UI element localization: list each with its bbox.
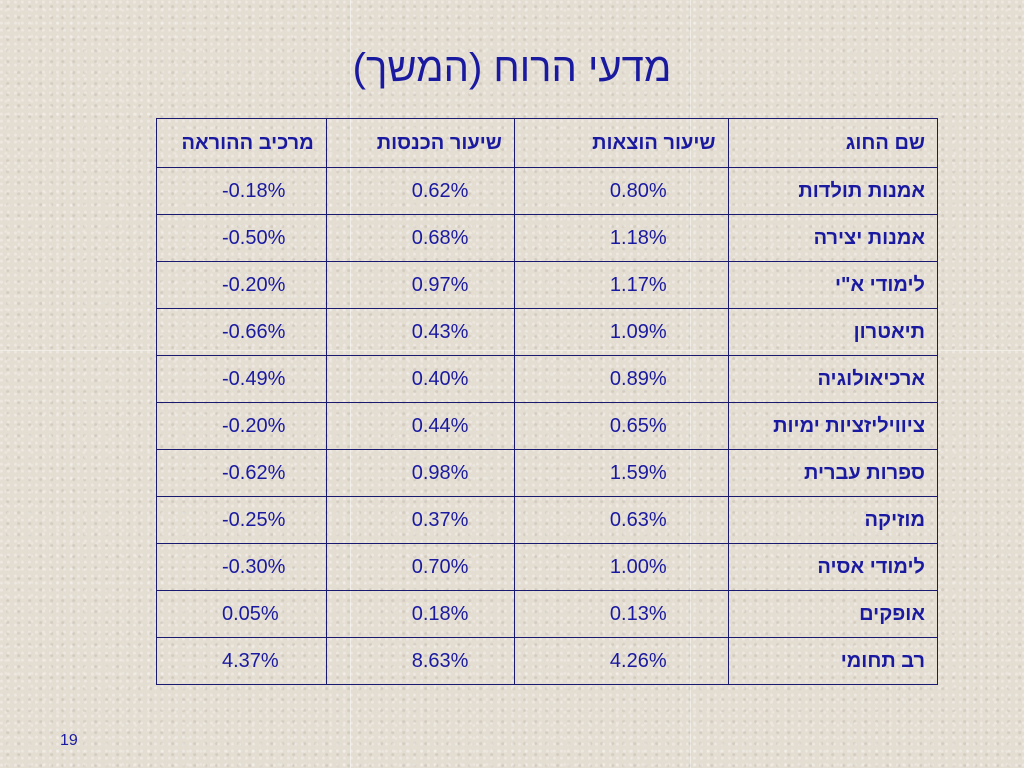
cell-teaching-component: -0.49% [156,355,327,403]
cell-expense-rate: 1.09% [513,308,729,356]
table-row: לימודי א"י 1.17% 0.97% -0.20% [156,261,939,309]
cell-teaching-component: -0.25% [156,496,327,544]
header-course-name: שם החוג [727,118,939,168]
header-income-rate: שיעור הכנסות [325,118,515,168]
slide-title: מדעי הרוח (המשך) [352,46,672,90]
cell-expense-rate: 0.80% [513,167,729,215]
table-header-row: שם החוג שיעור הוצאות שיעור הכנסות מרכיב … [156,118,939,168]
cell-teaching-component: -0.50% [156,214,327,262]
cell-course-name: ספרות עברית [727,449,939,497]
cell-teaching-component: -0.20% [156,402,327,450]
cell-expense-rate: 1.59% [513,449,729,497]
cell-teaching-component: 0.05% [156,590,327,638]
cell-income-rate: 0.37% [325,496,515,544]
cell-course-name: אמנות תולדות [727,167,939,215]
cell-course-name: ארכיאולוגיה [727,355,939,403]
cell-course-name: לימודי א"י [727,261,939,309]
cell-income-rate: 0.68% [325,214,515,262]
cell-income-rate: 0.18% [325,590,515,638]
cell-income-rate: 0.40% [325,355,515,403]
cell-income-rate: 0.62% [325,167,515,215]
table-row: ארכיאולוגיה 0.89% 0.40% -0.49% [156,355,939,403]
table-row: לימודי אסיה 1.00% 0.70% -0.30% [156,543,939,591]
table-row: תיאטרון 1.09% 0.43% -0.66% [156,308,939,356]
cell-expense-rate: 1.18% [513,214,729,262]
cell-teaching-component: -0.66% [156,308,327,356]
cell-course-name: מוזיקה [727,496,939,544]
cell-expense-rate: 1.17% [513,261,729,309]
cell-teaching-component: 4.37% [156,637,327,685]
cell-course-name: אופקים [727,590,939,638]
cell-expense-rate: 0.89% [513,355,729,403]
cell-teaching-component: -0.62% [156,449,327,497]
cell-expense-rate: 1.00% [513,543,729,591]
table-row: ציוויליזציות ימיות 0.65% 0.44% -0.20% [156,402,939,450]
header-teaching-component: מרכיב ההוראה [156,118,327,168]
cell-teaching-component: -0.30% [156,543,327,591]
table-body: אמנות תולדות 0.80% 0.62% -0.18% אמנות יצירה 1… [156,167,939,685]
cell-income-rate: 8.63% [325,637,515,685]
table-row: אמנות יצירה 1.18% 0.68% -0.50% [156,214,939,262]
table-row: רב תחומי 4.26% 8.63% 4.37% [156,637,939,685]
cell-income-rate: 0.97% [325,261,515,309]
data-table: שם החוג שיעור הוצאות שיעור הכנסות מרכיב … [156,118,939,685]
cell-income-rate: 0.43% [325,308,515,356]
cell-course-name: תיאטרון [727,308,939,356]
table-row: מוזיקה 0.63% 0.37% -0.25% [156,496,939,544]
cell-teaching-component: -0.20% [156,261,327,309]
cell-income-rate: 0.98% [325,449,515,497]
header-expense-rate: שיעור הוצאות [513,118,729,168]
table-row: אופקים 0.13% 0.18% 0.05% [156,590,939,638]
cell-income-rate: 0.70% [325,543,515,591]
cell-course-name: רב תחומי [727,637,939,685]
cell-income-rate: 0.44% [325,402,515,450]
table-row: ספרות עברית 1.59% 0.98% -0.62% [156,449,939,497]
page-number: 19 [60,732,78,749]
cell-expense-rate: 0.65% [513,402,729,450]
cell-expense-rate: 0.13% [513,590,729,638]
cell-teaching-component: -0.18% [156,167,327,215]
cell-expense-rate: 4.26% [513,637,729,685]
cell-course-name: לימודי אסיה [727,543,939,591]
cell-course-name: אמנות יצירה [727,214,939,262]
table-row: אמנות תולדות 0.80% 0.62% -0.18% [156,167,939,215]
cell-course-name: ציוויליזציות ימיות [727,402,939,450]
cell-expense-rate: 0.63% [513,496,729,544]
